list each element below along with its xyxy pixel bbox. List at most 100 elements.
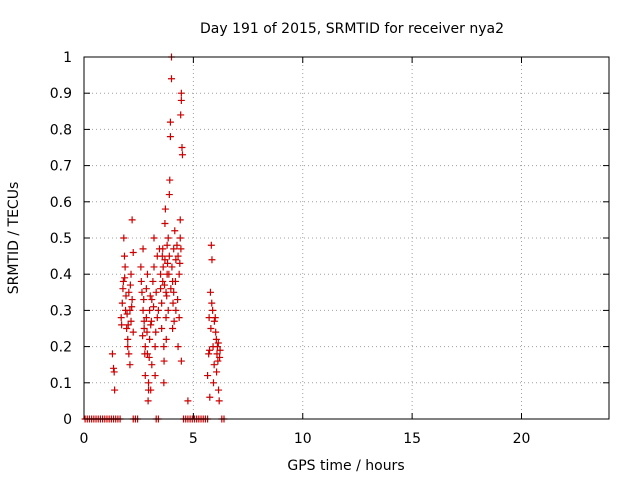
data-point [206,346,214,354]
data-point [213,350,221,358]
grid [84,57,609,419]
data-point [122,292,130,300]
data-point [167,285,175,293]
data-point [123,310,131,318]
y-axis-label: SRMTID / TECUs [6,182,22,295]
data-point [157,270,165,278]
data-point [207,241,215,249]
y-tick-label: 0.6 [50,195,72,211]
data-point [139,332,147,340]
data-point [172,256,180,264]
data-point [174,252,182,260]
y-tick-label: 0.2 [50,340,72,356]
data-point [110,368,118,376]
data-point [166,118,174,126]
data-point [152,328,160,336]
data-point [154,306,162,314]
data-point [141,372,149,380]
data-point [174,296,182,304]
data-point [127,317,135,325]
data-point [118,321,126,329]
data-point [147,321,155,329]
data-point [137,277,145,285]
data-point [216,353,224,361]
data-point [177,111,185,119]
x-tick-label: 5 [189,431,198,447]
x-tick-label: 15 [403,431,421,447]
data-point [121,274,129,282]
data-point [146,335,154,343]
data-point [208,256,216,264]
y-tick-label: 0.1 [50,376,72,392]
data-point [170,317,178,325]
data-point [152,288,160,296]
data-point [208,299,216,307]
data-point [145,379,153,387]
data-point [150,303,158,311]
data-point [166,176,174,184]
data-point [177,96,185,104]
data-point [158,252,166,260]
data-point [163,292,171,300]
data-point [207,325,215,332]
data-point [166,133,174,141]
data-point [162,335,170,343]
data-point [175,270,183,278]
data-point [174,343,182,351]
data-point [148,296,156,304]
data-point [169,299,177,307]
data-point [123,325,131,332]
data-point [164,234,172,242]
data-point [160,357,168,365]
data-point [161,281,168,289]
data-point [159,263,167,271]
data-point [111,386,119,394]
data-point [170,288,178,296]
data-point [128,216,136,224]
data-point [146,292,154,300]
data-point [147,317,155,325]
data-point [165,191,173,199]
y-tick-label: 0.7 [50,159,72,175]
data-point [164,306,172,314]
data-point [141,343,149,351]
data-point [119,277,127,285]
data-point [128,303,136,311]
data-point [171,227,179,235]
y-tick-label: 0.4 [50,267,72,283]
data-point [178,151,186,159]
data-point [157,285,165,293]
data-point [143,270,151,278]
data-point [124,343,132,351]
data-point [160,379,168,387]
data-point [129,248,137,256]
data-point [126,306,134,314]
data-point [129,328,137,336]
data-point [161,256,169,264]
data-point [169,325,177,332]
data-point [120,234,128,242]
data-point [124,321,132,329]
data-point [213,343,221,351]
data-point [143,328,151,336]
data-point [140,325,148,332]
data-point [149,277,157,285]
data-point [151,372,159,380]
data-point [212,335,220,343]
data-point [117,314,125,322]
data-point [151,343,159,351]
data-point [126,281,134,289]
data-point [163,241,171,249]
data-point [172,306,180,314]
data-point [141,350,149,358]
data-point [145,353,153,361]
axis-ticks: 00.10.20.30.40.50.60.70.80.910 5 10 15 20 [50,50,609,447]
data-point [147,386,155,394]
data-point [158,299,166,307]
data-point [213,368,221,376]
data-point [210,361,218,369]
data-point [140,317,148,325]
data-point [215,397,223,405]
data-point [150,263,158,271]
